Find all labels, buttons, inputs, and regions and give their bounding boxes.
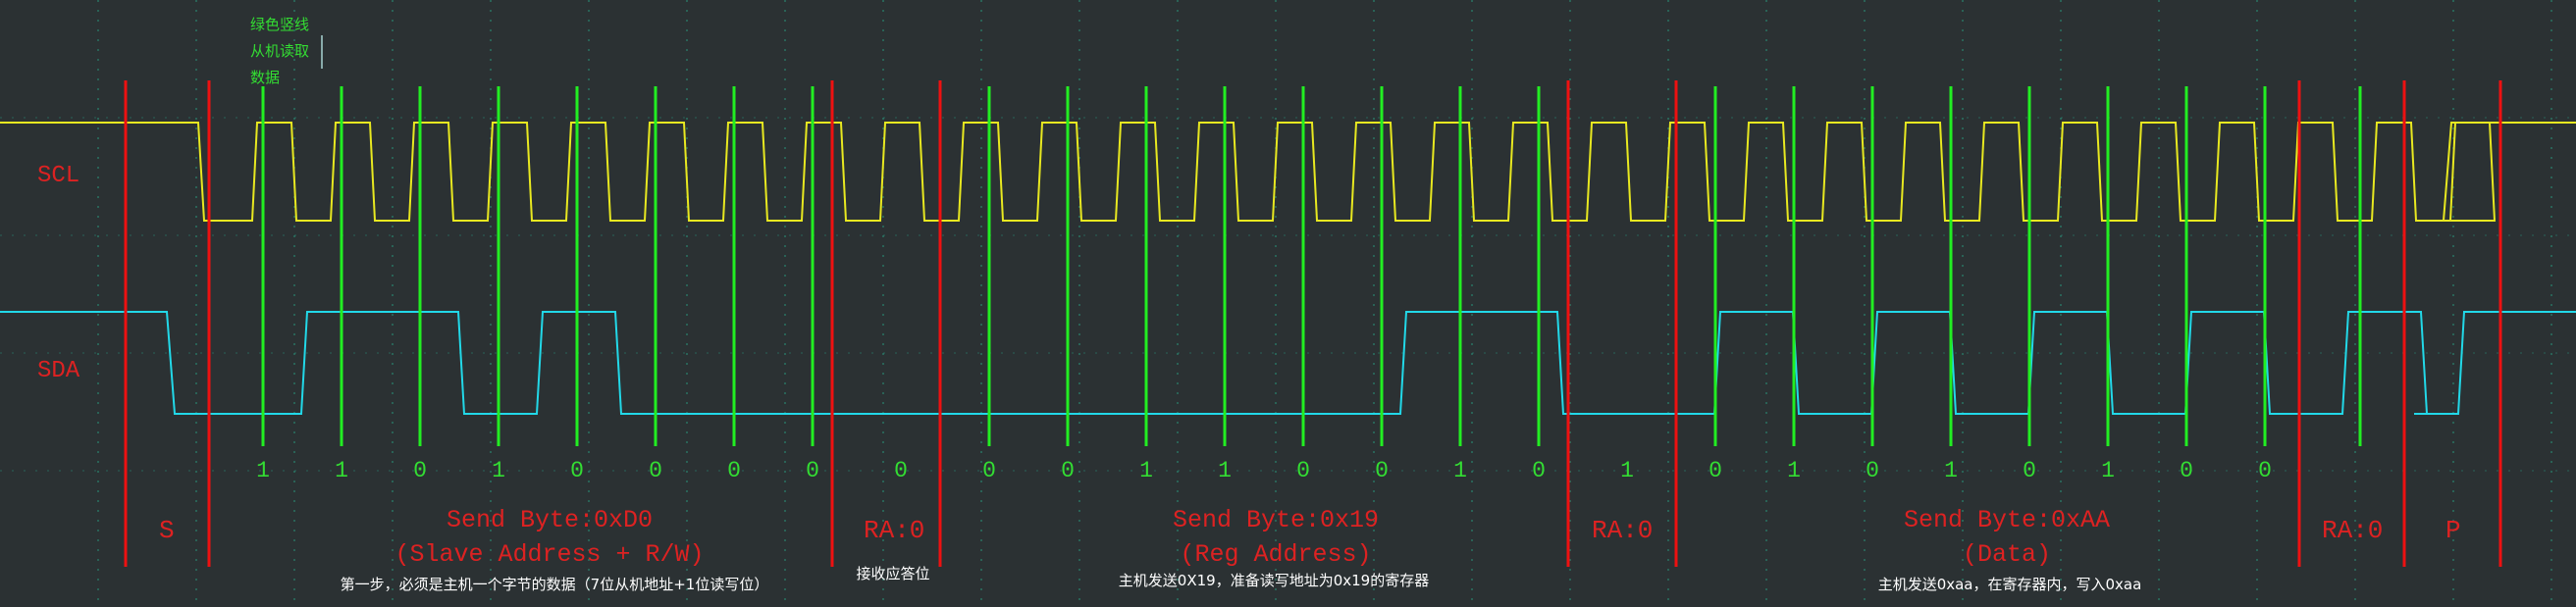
legend-line-3: 数据 — [250, 69, 280, 86]
bit-label: 1 — [1944, 458, 1958, 483]
bit-label: 1 — [1787, 458, 1801, 483]
bit-label: 1 — [335, 458, 348, 483]
bit-label: 0 — [894, 458, 908, 483]
segment-3-title: Send Byte:0xAA — [1904, 506, 2110, 534]
segment-2-subtitle: (Reg Address) — [1180, 540, 1371, 569]
segment-1-note: 第一步，必须是主机一个字节的数据（7位从机地址+1位读写位） — [341, 576, 769, 593]
segment-1-subtitle: (Slave Address + R/W) — [394, 540, 704, 569]
bit-label: 0 — [413, 458, 427, 483]
bit-label: 0 — [727, 458, 741, 483]
bit-label: 0 — [982, 458, 996, 483]
scl-channel-label: SCL — [37, 163, 79, 189]
bit-label: 1 — [1453, 458, 1467, 483]
start-condition-label: S — [159, 516, 175, 545]
waveforms — [0, 122, 2576, 415]
bit-label: 0 — [1296, 458, 1310, 483]
bit-labels: 1 1 0 1 0 0 0 0 0 0 0 1 1 0 0 1 0 1 0 1 0 1 0 1 0 0 — [256, 458, 2272, 483]
sda-channel-label: SDA — [37, 358, 80, 384]
frame-boundary-lines — [124, 80, 2502, 567]
legend-line-1: 绿色竖线 — [250, 16, 309, 33]
bit-label: 0 — [1709, 458, 1722, 483]
bit-label: 0 — [2023, 458, 2036, 483]
bit-label: 0 — [2180, 458, 2193, 483]
scl-waveform — [0, 122, 2576, 222]
bit-label: 0 — [1866, 458, 1879, 483]
ack-note: 接收应答位 — [856, 565, 929, 582]
ack-label-3: RA:0 — [2322, 516, 2383, 545]
bit-label: 1 — [2101, 458, 2115, 483]
sda-waveform — [0, 311, 2576, 415]
bit-label: 0 — [806, 458, 819, 483]
segment-1-title: Send Byte:0xD0 — [447, 506, 653, 534]
ack-label-1: RA:0 — [864, 516, 924, 545]
ack-label-2: RA:0 — [1592, 516, 1653, 545]
bit-label: 1 — [1218, 458, 1232, 483]
segment-3-note: 主机发送0xaa，在寄存器内，写入0xaa — [1878, 576, 2142, 593]
bit-label: 0 — [570, 458, 584, 483]
bit-label: 1 — [256, 458, 270, 483]
bit-label: 0 — [1061, 458, 1075, 483]
segment-2-note: 主机发送0X19，准备读写地址为0x19的寄存器 — [1119, 572, 1429, 589]
bit-label: 0 — [1532, 458, 1546, 483]
bit-label: 0 — [1375, 458, 1389, 483]
bit-label: 1 — [1139, 458, 1153, 483]
segment-2-title: Send Byte:0x19 — [1173, 506, 1379, 534]
segment-3-subtitle: (Data) — [1963, 540, 2051, 569]
bit-label: 1 — [492, 458, 505, 483]
bit-label: 0 — [2258, 458, 2272, 483]
bit-sample-lines — [261, 86, 2362, 446]
bit-label: 0 — [649, 458, 662, 483]
bit-label: 1 — [1620, 458, 1634, 483]
legend-line-2: 从机读取 — [250, 42, 309, 60]
stop-condition-label: P — [2445, 516, 2461, 545]
